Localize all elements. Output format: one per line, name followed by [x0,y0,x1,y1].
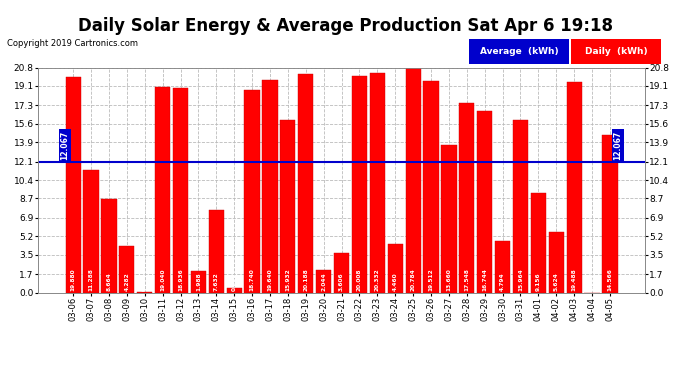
Text: 19.512: 19.512 [428,268,433,291]
Text: 17.548: 17.548 [464,268,469,291]
Text: 14.566: 14.566 [607,268,613,291]
Text: 3.606: 3.606 [339,272,344,291]
Bar [173,88,188,292]
Text: 5.624: 5.624 [554,272,559,291]
Bar [566,82,582,292]
Bar [208,210,224,292]
Text: 16.744: 16.744 [482,268,487,291]
Text: 18.740: 18.740 [250,268,255,291]
Bar [226,288,242,292]
Bar [83,170,99,292]
Bar [155,87,170,292]
Text: 9.156: 9.156 [536,272,541,291]
Bar [370,73,385,292]
Bar [352,76,367,292]
Text: 19.488: 19.488 [571,268,577,291]
Bar [460,103,475,292]
Bar [477,111,492,292]
Bar [66,78,81,292]
Bar [191,271,206,292]
Bar [334,254,349,292]
Bar [280,120,295,292]
Text: 19.640: 19.640 [268,268,273,291]
Text: 20.784: 20.784 [411,268,415,291]
Text: 12.067: 12.067 [613,130,622,160]
Text: 0.000: 0.000 [589,273,595,291]
Bar [262,80,277,292]
Text: 20.332: 20.332 [375,268,380,291]
Text: Average  (kWh): Average (kWh) [480,47,558,56]
Text: 0.452: 0.452 [232,272,237,291]
Bar [424,81,439,292]
Text: 7.632: 7.632 [214,272,219,291]
Text: 18.936: 18.936 [178,268,183,291]
Text: Daily  (kWh): Daily (kWh) [585,47,647,56]
Text: 8.664: 8.664 [106,272,112,291]
Text: 2.044: 2.044 [321,272,326,291]
Bar [244,90,259,292]
Bar [119,246,135,292]
Bar [388,244,403,292]
Text: 20.008: 20.008 [357,268,362,291]
Text: 4.282: 4.282 [124,272,129,291]
Bar [513,120,528,292]
Text: 0.020: 0.020 [142,273,147,291]
Bar [602,135,618,292]
Bar [316,270,331,292]
Text: 1.988: 1.988 [196,272,201,291]
Text: 12.067: 12.067 [61,130,70,160]
Text: 13.660: 13.660 [446,268,451,291]
Text: 20.188: 20.188 [304,268,308,291]
Bar [298,74,313,292]
Text: 19.880: 19.880 [70,268,76,291]
Text: 11.288: 11.288 [88,268,94,291]
Text: 4.794: 4.794 [500,272,505,291]
Bar [531,194,546,292]
Text: 15.964: 15.964 [518,268,523,291]
Text: 19.040: 19.040 [160,268,165,291]
Bar [549,232,564,292]
Text: 4.460: 4.460 [393,272,397,291]
Text: Copyright 2019 Cartronics.com: Copyright 2019 Cartronics.com [7,39,138,48]
Text: Daily Solar Energy & Average Production Sat Apr 6 19:18: Daily Solar Energy & Average Production … [77,17,613,35]
Bar [442,145,457,292]
Bar [495,241,510,292]
Text: 15.932: 15.932 [286,268,290,291]
Bar [406,68,421,292]
Bar [101,199,117,292]
